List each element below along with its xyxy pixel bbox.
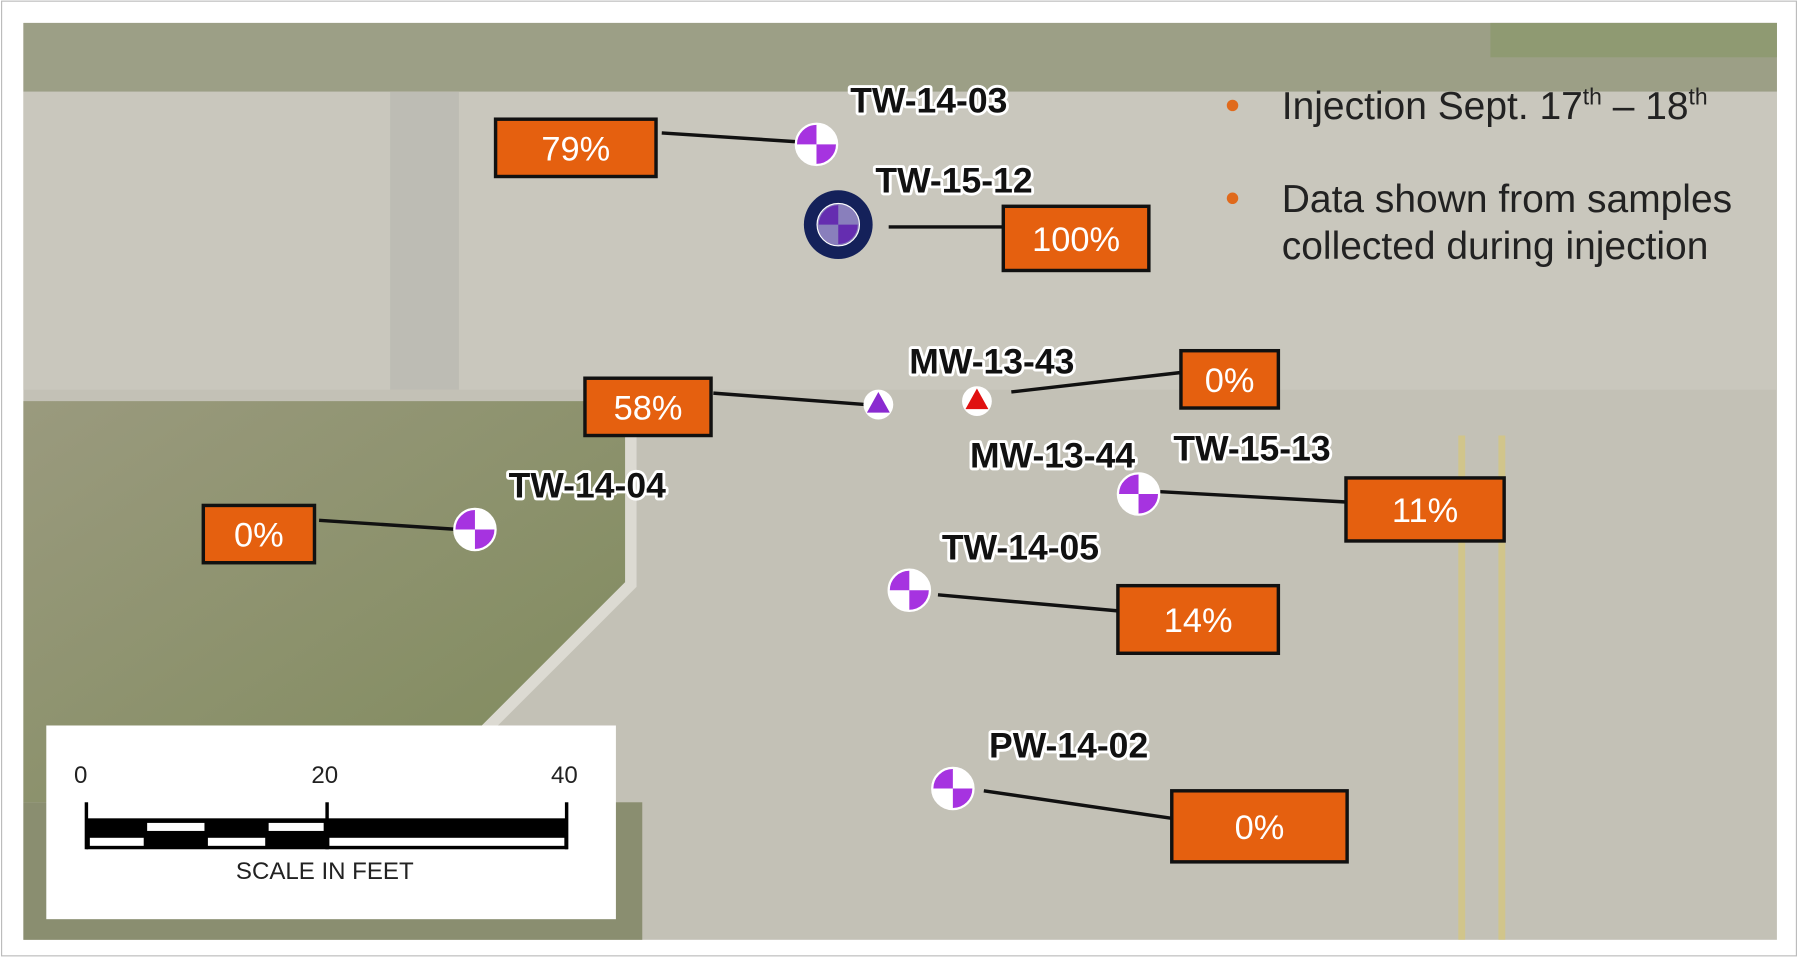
- percent-box: [583, 376, 713, 438]
- scale-label: 20: [311, 762, 338, 789]
- well-label: TW-15-12: [875, 161, 1032, 201]
- percent-box: [1001, 204, 1151, 273]
- percent-box: [493, 117, 658, 179]
- note-text: Data shown from samples: [1282, 178, 1732, 221]
- percent-label: 11%: [1392, 492, 1458, 530]
- bullet: [1226, 192, 1239, 205]
- percent-label: 79%: [541, 130, 610, 168]
- well-label: TW-15-13: [1173, 429, 1330, 469]
- notes: Injection Sept. 17th – 18th Data shown f…: [1226, 83, 1732, 268]
- well-quadrant: [454, 508, 496, 551]
- percent-label: 14%: [1164, 602, 1233, 640]
- scale-caption: SCALE IN FEET: [236, 858, 414, 885]
- leader-line: [318, 518, 460, 532]
- note: Injection Sept. 17th – 18th: [1282, 83, 1708, 128]
- percent-box: [201, 503, 317, 565]
- percent-box: [1170, 789, 1349, 864]
- scale-label: 40: [551, 762, 578, 789]
- note-text: Injection Sept. 17: [1282, 85, 1583, 128]
- percent-label: 0%: [1235, 809, 1285, 847]
- percent-box: [1116, 583, 1281, 656]
- well-quadrant: [888, 569, 930, 611]
- well-label: MW-13-43: [909, 342, 1074, 382]
- well-label: TW-14-03: [850, 80, 1007, 120]
- percent-label: 58%: [614, 389, 683, 427]
- well-label: TW-14-05: [942, 527, 1099, 567]
- superscript: th: [1689, 83, 1708, 109]
- superscript: th: [1583, 83, 1602, 109]
- note-text: – 18: [1602, 85, 1689, 128]
- leader-line: [661, 131, 803, 144]
- percent-label: 100%: [1032, 221, 1120, 259]
- percent-label: 0%: [1205, 362, 1255, 400]
- leader-line: [983, 789, 1173, 821]
- scale-bar: 0 20 40 SCALE IN FEET: [46, 725, 616, 920]
- leader-line: [1011, 370, 1182, 394]
- well-quadrant: [795, 123, 838, 166]
- bullet: [1226, 99, 1239, 112]
- leader-line: [713, 391, 866, 407]
- note-text: collected during injection: [1282, 225, 1709, 268]
- percent-box: [1344, 476, 1506, 543]
- well-label: PW-14-02: [989, 726, 1148, 766]
- percent-label: 0%: [234, 517, 284, 555]
- well-label: TW-14-04: [509, 465, 666, 505]
- percent-box: [1179, 348, 1281, 410]
- scale-label: 0: [74, 762, 87, 789]
- well-quadrant: [932, 767, 974, 810]
- triangle-symbol: [965, 388, 989, 410]
- well-label: MW-13-44: [970, 436, 1135, 476]
- leader-line: [1160, 489, 1347, 504]
- leader-line: [937, 593, 1119, 613]
- well-tint: [817, 204, 859, 246]
- triangle-symbol: [866, 391, 890, 413]
